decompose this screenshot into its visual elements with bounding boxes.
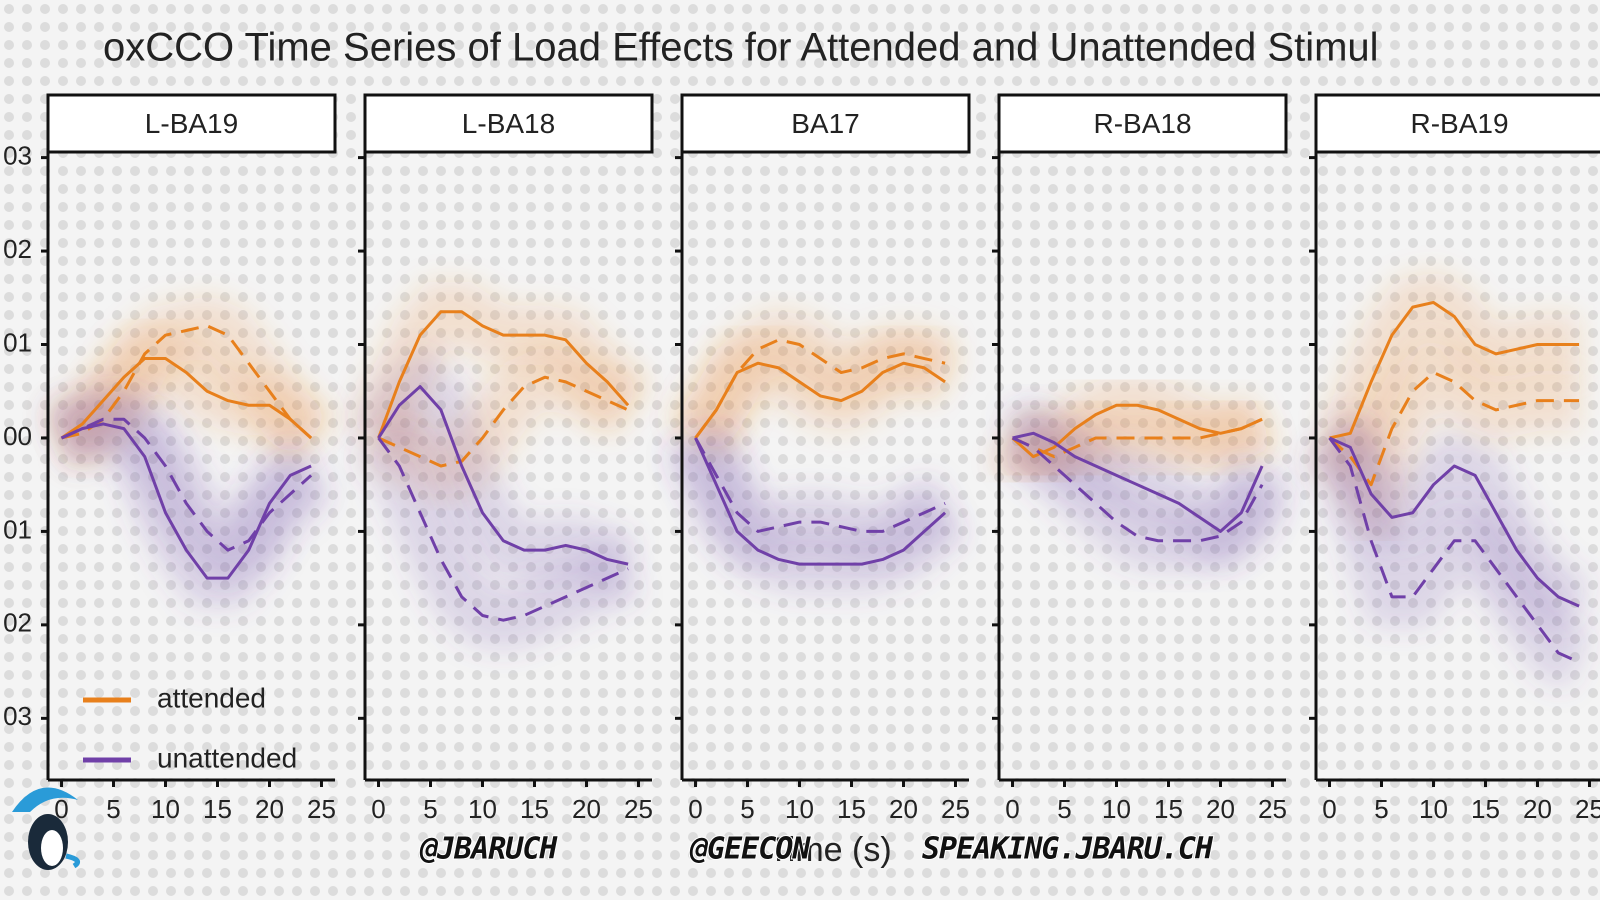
x-tick-label: 0: [1322, 794, 1336, 824]
line: [60, 417, 313, 552]
legend-label: attended: [157, 682, 266, 713]
x-axis-label: Time (s): [768, 831, 891, 869]
x-tick-label: 5: [106, 794, 120, 824]
line: [694, 338, 946, 439]
y-tick-label: 03: [3, 701, 32, 731]
line: [1328, 437, 1580, 664]
line: [377, 385, 629, 566]
x-tick-label: 0: [54, 794, 68, 824]
x-tick-label: 10: [1419, 794, 1448, 824]
y-tick-label: 03: [3, 140, 32, 170]
y-tick-label: 02: [3, 608, 32, 638]
strip: [363, 93, 654, 154]
x-tick-label: 5: [740, 794, 754, 824]
x-tick-label: 20: [889, 794, 918, 824]
x-tick-label: 25: [624, 794, 653, 824]
x-tick-label: 25: [941, 794, 970, 824]
x-tick-label: 25: [1258, 794, 1287, 824]
line: [377, 375, 629, 468]
x-tick-label: 15: [203, 794, 232, 824]
line: [1011, 403, 1263, 459]
y-tick-label: 01: [3, 327, 32, 357]
line: [1012, 431, 1264, 533]
x-tick-label: 15: [837, 794, 866, 824]
logo-handle: [65, 853, 80, 869]
line: [60, 357, 313, 440]
logo: [12, 787, 80, 870]
strip-label: L-BA19: [145, 108, 238, 139]
x-tick-label: 25: [1575, 794, 1600, 824]
x-tick-label: 5: [423, 794, 437, 824]
x-tick-label: 0: [688, 794, 702, 824]
y-tick-label: 02: [3, 234, 32, 264]
x-tick-label: 20: [1206, 794, 1235, 824]
logo-belly: [41, 830, 63, 866]
y-tick-label: 00: [3, 421, 32, 451]
x-tick-label: 15: [1471, 794, 1500, 824]
strip-label: R-BA19: [1410, 108, 1508, 139]
watermark: @JBARUCH: [419, 832, 558, 867]
strip: [46, 93, 337, 154]
x-tick-label: 10: [151, 794, 180, 824]
chart-title: oxCCO Time Series of Load Effects for At…: [103, 26, 1379, 70]
strip-label: L-BA18: [462, 108, 555, 139]
x-tick-label: 10: [785, 794, 814, 824]
x-tick-label: 20: [255, 794, 284, 824]
x-tick-label: 20: [572, 794, 601, 824]
legend-label: unattended: [157, 742, 297, 773]
x-tick-label: 15: [520, 794, 549, 824]
line: [694, 437, 946, 533]
x-tick-label: 15: [1154, 794, 1183, 824]
strip-label: R-BA18: [1093, 108, 1191, 139]
watermark: @GEECON: [689, 832, 811, 867]
line: [1328, 371, 1580, 487]
line: [60, 422, 312, 580]
x-tick-label: 0: [1005, 794, 1019, 824]
x-tick-label: 5: [1374, 794, 1388, 824]
line: [1011, 417, 1263, 459]
logo-umbrella: [12, 787, 78, 812]
line: [377, 310, 630, 439]
line: [1329, 300, 1580, 440]
y-tick-label: 01: [3, 514, 32, 544]
x-tick-label: 25: [307, 794, 336, 824]
x-tick-label: 5: [1057, 794, 1071, 824]
line: [694, 437, 947, 566]
line: [694, 361, 946, 439]
line: [1328, 436, 1580, 608]
x-tick-label: 20: [1523, 794, 1552, 824]
strip-label: BA17: [791, 108, 860, 139]
line: [61, 324, 313, 440]
x-tick-label: 10: [468, 794, 497, 824]
line: [377, 437, 629, 622]
x-tick-label: 10: [1102, 794, 1131, 824]
ribbon: [1000, 410, 1289, 571]
strip: [997, 93, 1288, 154]
x-tick-label: 0: [371, 794, 385, 824]
watermark: SPEAKING.JBARU.CH: [922, 832, 1214, 867]
strip: [680, 93, 971, 154]
strip: [1314, 93, 1600, 154]
